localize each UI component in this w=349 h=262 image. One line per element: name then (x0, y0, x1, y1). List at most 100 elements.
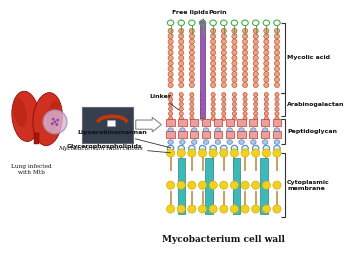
Circle shape (274, 34, 280, 39)
Circle shape (252, 181, 260, 189)
Circle shape (221, 77, 227, 82)
Circle shape (264, 61, 269, 66)
Circle shape (209, 205, 217, 213)
Circle shape (252, 145, 259, 152)
Ellipse shape (239, 140, 244, 144)
Circle shape (169, 116, 173, 121)
Bar (249, 131, 258, 138)
Circle shape (243, 72, 248, 77)
Circle shape (189, 55, 194, 61)
Circle shape (231, 145, 238, 152)
Circle shape (200, 102, 205, 106)
Bar (190, 119, 198, 127)
Circle shape (189, 34, 194, 39)
Circle shape (232, 50, 237, 55)
Circle shape (273, 205, 281, 213)
Circle shape (190, 97, 194, 101)
Circle shape (168, 83, 173, 88)
Circle shape (179, 34, 184, 39)
Circle shape (168, 34, 173, 39)
Circle shape (51, 122, 54, 125)
Circle shape (221, 39, 227, 44)
Circle shape (273, 181, 281, 189)
Bar (190, 131, 198, 138)
Circle shape (264, 34, 269, 39)
FancyArrow shape (136, 117, 162, 132)
Circle shape (168, 77, 173, 82)
Circle shape (253, 28, 258, 34)
Circle shape (211, 116, 215, 121)
Circle shape (211, 107, 215, 111)
Circle shape (220, 149, 228, 157)
Text: Arabinogalactan: Arabinogalactan (287, 102, 344, 107)
Circle shape (179, 55, 184, 61)
Ellipse shape (180, 128, 185, 132)
Circle shape (190, 102, 194, 106)
Circle shape (190, 107, 194, 111)
Circle shape (230, 181, 239, 189)
Circle shape (241, 149, 249, 157)
Circle shape (168, 66, 173, 71)
Bar (237, 119, 246, 127)
Circle shape (200, 97, 205, 101)
Circle shape (52, 118, 54, 121)
Bar (225, 119, 234, 127)
Circle shape (274, 66, 280, 71)
Bar (34, 133, 38, 144)
Ellipse shape (274, 128, 280, 132)
Ellipse shape (180, 140, 185, 144)
Bar (237, 131, 246, 138)
Circle shape (243, 39, 248, 44)
Circle shape (264, 112, 268, 116)
Circle shape (274, 72, 280, 77)
Circle shape (198, 205, 207, 213)
Circle shape (189, 39, 194, 44)
Circle shape (243, 55, 248, 61)
Circle shape (179, 107, 183, 111)
Text: Cytoplasmic
membrane: Cytoplasmic membrane (287, 180, 330, 190)
Circle shape (189, 61, 194, 66)
Circle shape (221, 28, 227, 34)
Circle shape (230, 149, 239, 157)
Circle shape (210, 145, 216, 152)
Bar (273, 131, 281, 138)
Ellipse shape (227, 140, 232, 144)
Circle shape (254, 92, 258, 97)
Circle shape (232, 45, 237, 50)
Circle shape (274, 55, 280, 61)
Circle shape (179, 92, 183, 97)
Circle shape (232, 66, 237, 71)
Circle shape (241, 181, 249, 189)
Circle shape (253, 39, 258, 44)
Circle shape (264, 102, 268, 106)
Ellipse shape (12, 91, 39, 141)
Circle shape (222, 92, 226, 97)
Circle shape (169, 97, 173, 101)
Circle shape (232, 77, 237, 82)
Circle shape (243, 61, 248, 66)
Bar (261, 119, 269, 127)
Circle shape (168, 72, 173, 77)
Circle shape (232, 102, 237, 106)
Circle shape (169, 102, 173, 106)
Text: Linker: Linker (149, 94, 179, 110)
Circle shape (169, 92, 173, 97)
Circle shape (200, 116, 205, 121)
Circle shape (221, 45, 227, 50)
Circle shape (263, 145, 269, 152)
Circle shape (189, 28, 194, 34)
Circle shape (210, 77, 216, 82)
Ellipse shape (203, 128, 209, 132)
Circle shape (253, 83, 258, 88)
Circle shape (221, 72, 227, 77)
Circle shape (189, 66, 194, 71)
Circle shape (274, 39, 280, 44)
Circle shape (190, 116, 194, 121)
Circle shape (264, 72, 269, 77)
Circle shape (188, 205, 196, 213)
Circle shape (252, 149, 260, 157)
Circle shape (169, 112, 173, 116)
Circle shape (275, 112, 279, 116)
Circle shape (243, 34, 248, 39)
Bar (225, 131, 234, 138)
